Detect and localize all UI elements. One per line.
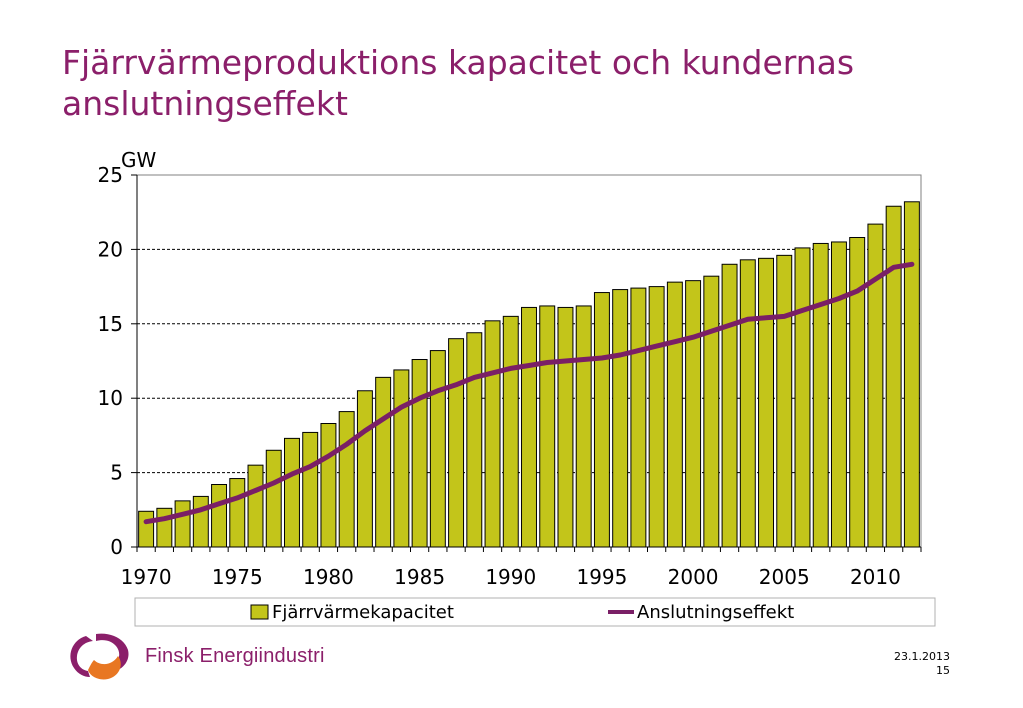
bar-fjarrvarmekapacitet [612,289,629,548]
x-tick-label: 1990 [485,565,536,589]
bar-fjarrvarmekapacitet [539,305,556,548]
bar-fjarrvarmekapacitet [648,286,665,548]
bar-fjarrvarmekapacitet [739,259,756,548]
bar-fjarrvarmekapacitet [375,376,392,548]
bar-fjarrvarmekapacitet [502,315,519,548]
slide-footer: 23.1.2013 15 [894,650,950,678]
bar-fjarrvarmekapacitet [557,306,574,548]
chart: 0 5 10 15 20 25 1970 1975 1980 1985 1990 1995 2000 20… [98,148,936,627]
legend: Fjärrvärmekapacitet Anslutningseffekt [134,597,936,627]
bar-fjarrvarmekapacitet [794,247,811,548]
bar-fjarrvarmekapacitet [229,478,246,548]
x-tick-label: 1975 [212,565,263,589]
bar-fjarrvarmekapacitet [174,500,191,548]
bar-fjarrvarmekapacitet [830,241,847,548]
x-tick-label: 2010 [850,565,901,589]
bar-fjarrvarmekapacitet [265,449,282,548]
bar-fjarrvarmekapacitet [666,281,683,548]
bar-fjarrvarmekapacitet [247,464,264,548]
brand-name: Finsk Energiindustri [145,645,325,667]
y-tick-label: 15 [98,312,123,336]
y-tick-label: 0 [110,535,123,559]
x-tick-label: 1980 [303,565,354,589]
bar-fjarrvarmekapacitet [812,242,829,548]
y-tick-label: 20 [98,237,123,261]
slide-number: 15 [936,664,950,677]
bar-fjarrvarmekapacitet [630,287,647,548]
bar-fjarrvarmekapacitet [393,369,410,548]
bar-fjarrvarmekapacitet [411,359,428,548]
page-title: Fjärrvärmeproduktions kapacitet och kund… [62,43,855,123]
y-tick-label: 25 [98,163,123,187]
bar-fjarrvarmekapacitet [867,223,884,548]
x-tick-label: 2000 [668,565,719,589]
bar-fjarrvarmekapacitet [703,275,720,548]
bar-fjarrvarmekapacitet [192,495,209,548]
legend-swatch-bar [250,604,269,620]
bar-fjarrvarmekapacitet [284,437,300,548]
y-tick-label: 10 [98,386,123,410]
bar-fjarrvarmekapacitet [593,292,610,548]
bar-fjarrvarmekapacitet [685,280,702,548]
line-anslutningseffekt [143,261,915,525]
legend-label-anslutningseffekt: Anslutningseffekt [637,602,794,623]
x-tick-label: 1985 [394,565,445,589]
slide-date: 23.1.2013 [894,650,950,663]
plot-area [136,174,922,548]
y-tick-label: 5 [110,461,123,485]
bar-fjarrvarmekapacitet [903,201,920,548]
bar-fjarrvarmekapacitet [885,205,902,548]
bar-fjarrvarmekapacitet [320,422,337,548]
bar-fjarrvarmekapacitet [521,306,537,548]
bar-fjarrvarmekapacitet [156,507,173,548]
bar-fjarrvarmekapacitet [849,236,866,548]
x-tick-label: 1995 [576,565,627,589]
bar-fjarrvarmekapacitet [211,484,228,548]
x-tick-label: 2005 [759,565,810,589]
bar-fjarrvarmekapacitet [484,320,501,548]
bar-fjarrvarmekapacitet [138,510,155,548]
legend-label-fjarrvarmekapacitet: Fjärrvärmekapacitet [272,602,454,623]
bar-fjarrvarmekapacitet [356,390,373,548]
y-unit-label: GW [121,148,156,172]
axes: 0 5 10 15 20 25 1970 1975 1980 1985 1990 1995 2000 20… [98,148,922,589]
bar-fjarrvarmekapacitet [429,350,446,548]
bar-fjarrvarmekapacitet [302,431,319,548]
bar-fjarrvarmekapacitet [338,411,355,548]
bar-fjarrvarmekapacitet [758,257,774,548]
bar-fjarrvarmekapacitet [448,338,465,548]
bar-fjarrvarmekapacitet [721,263,738,548]
bar-fjarrvarmekapacitet [466,332,483,548]
bar-fjarrvarmekapacitet [575,305,592,548]
bar-fjarrvarmekapacitet [776,254,793,548]
finsk-energiindustri-logo-icon [70,633,129,680]
x-tick-label: 1970 [121,565,172,589]
